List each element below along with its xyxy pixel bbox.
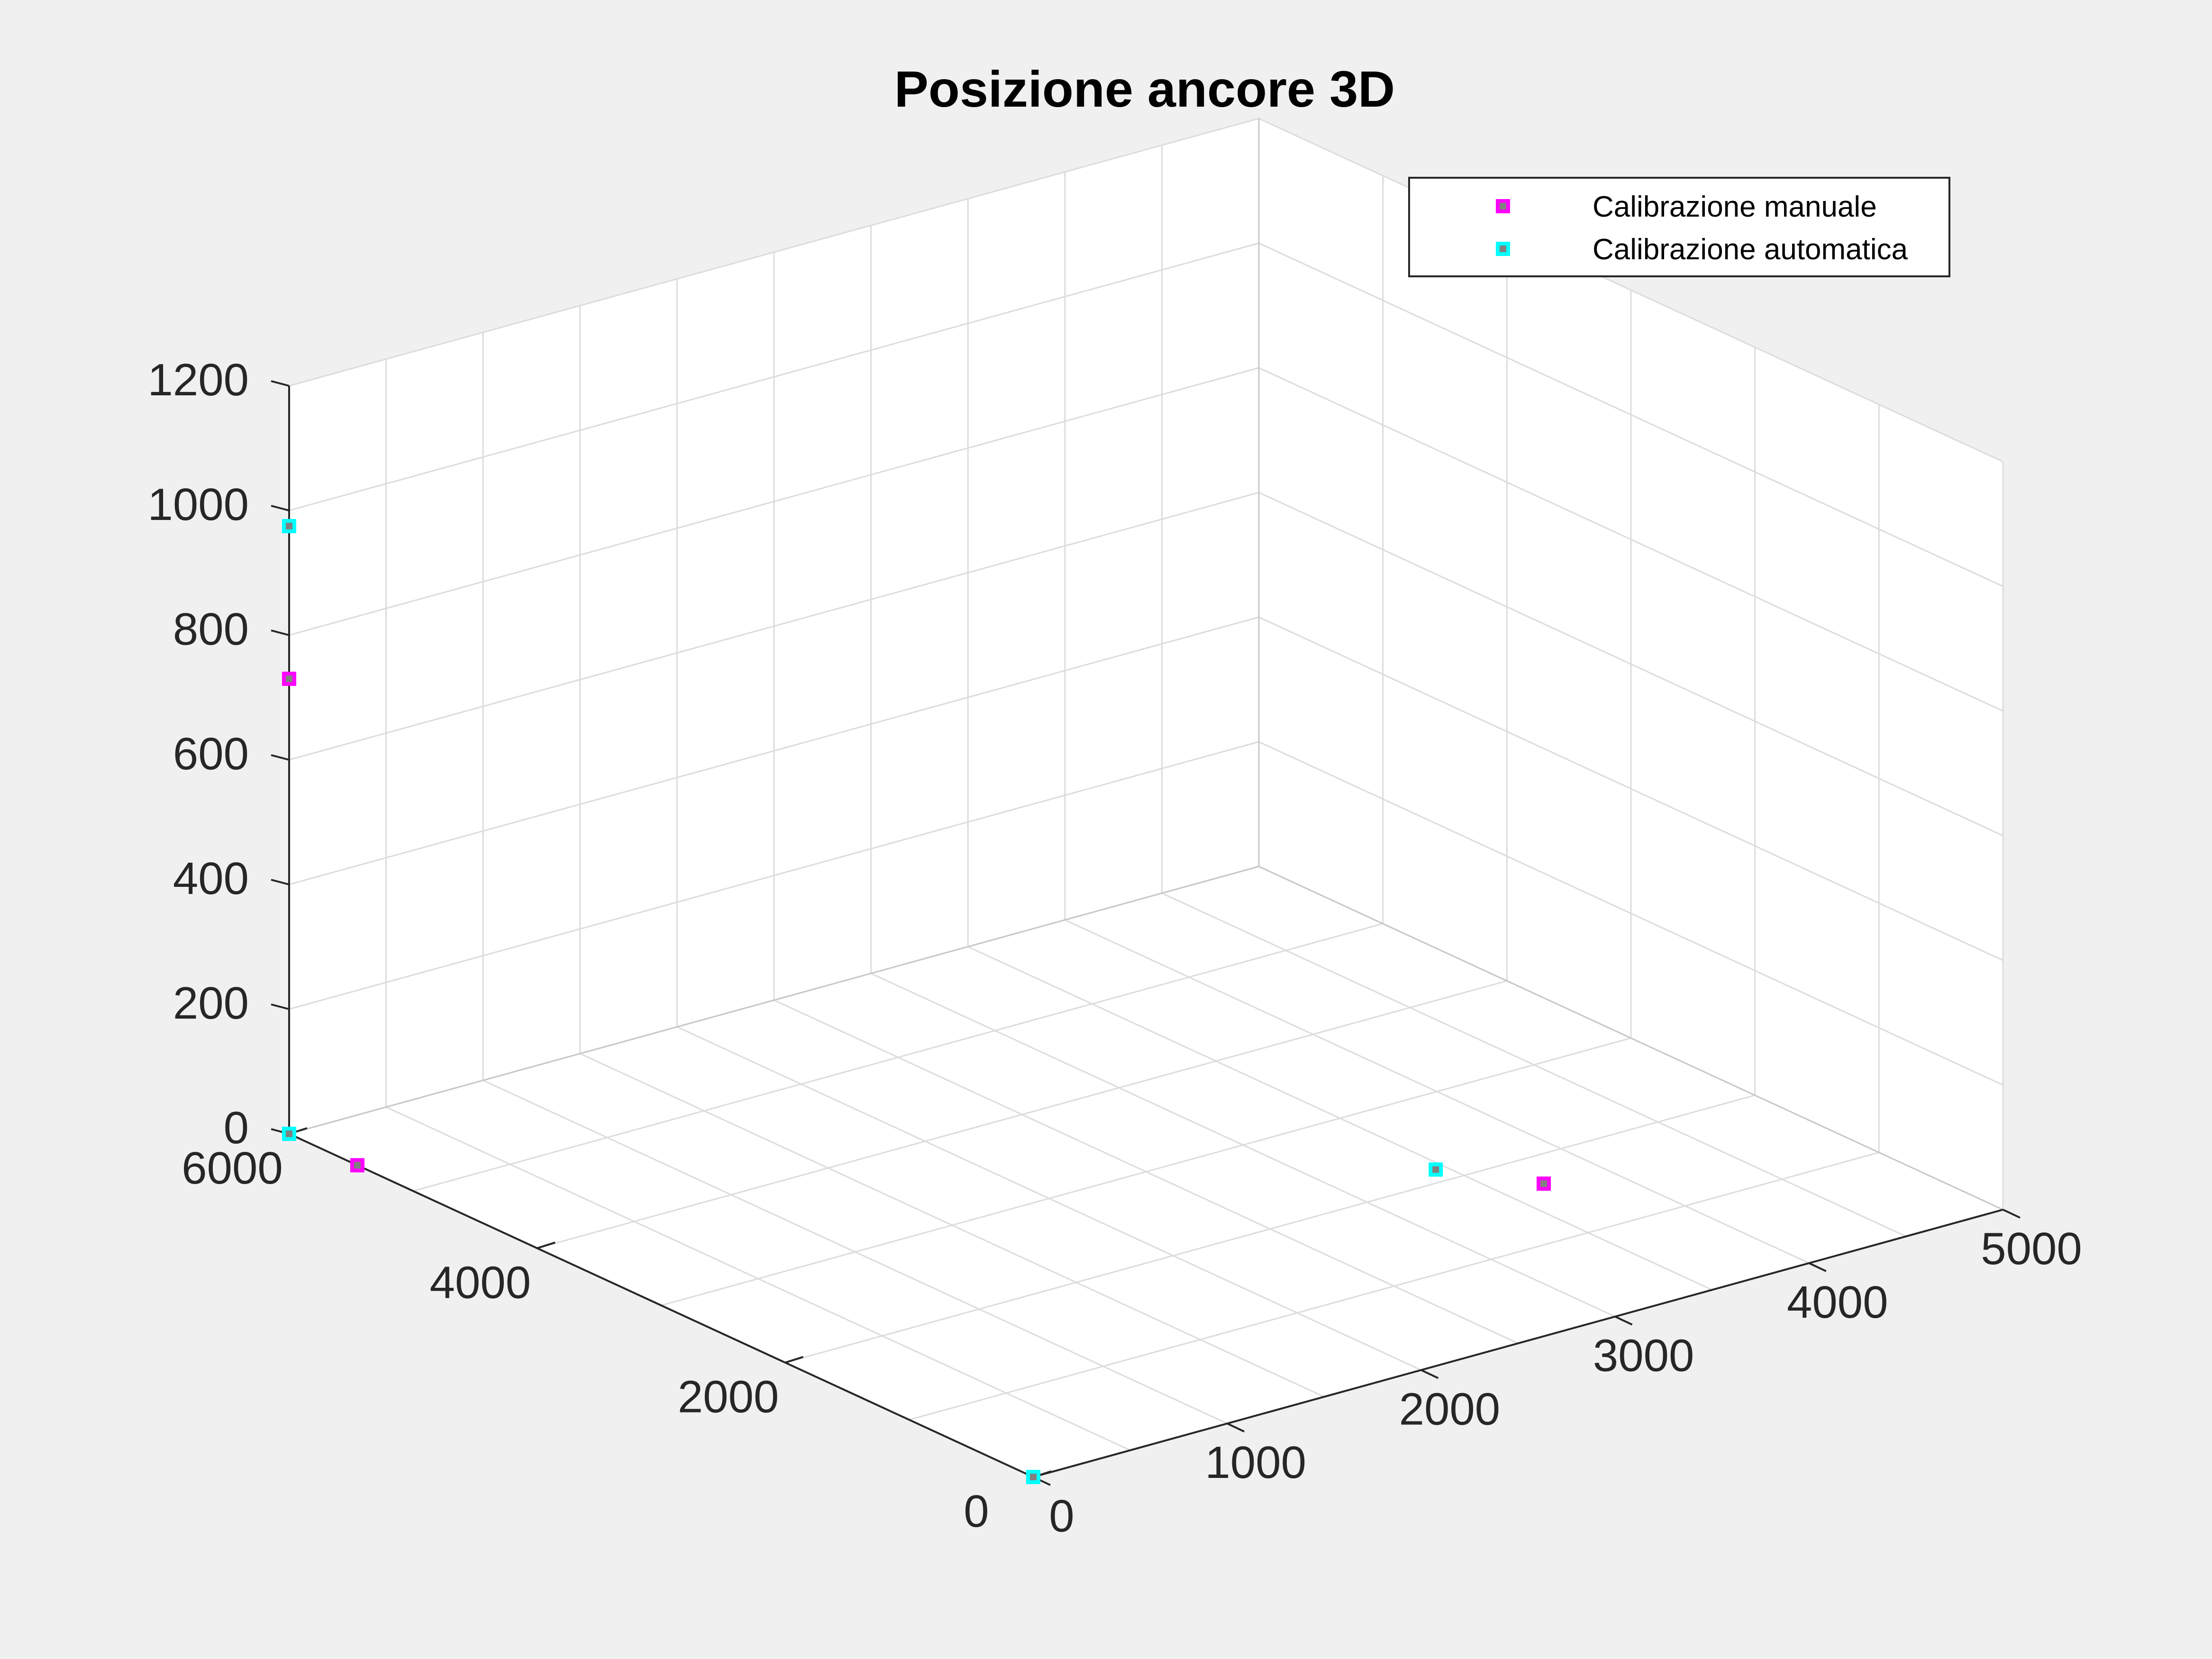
axes-box [289, 118, 2003, 1211]
y-tick-label: 6000 [182, 1143, 283, 1194]
grid-line [289, 492, 1259, 761]
z-tick-mark [271, 754, 290, 761]
x-tick-label: 5000 [1981, 1223, 2082, 1274]
z-tick-label: 600 [173, 729, 249, 779]
z-tick-mark [271, 380, 290, 387]
box-edge [289, 866, 1259, 1135]
grid-line [537, 980, 1507, 1249]
data-point-automatic [1026, 1470, 1040, 1484]
box-edge [1258, 866, 2003, 1211]
data-points [282, 519, 1551, 1484]
y-tick-label: 2000 [678, 1372, 779, 1422]
z-tick-label: 400 [173, 853, 249, 904]
grid-line [1258, 367, 2003, 712]
grid-line [289, 741, 1259, 1010]
z-tick-mark [271, 879, 290, 885]
x-tick-label: 4000 [1787, 1277, 1888, 1328]
tick-labels: 0100020003000400050000200040006000020040… [147, 355, 2082, 1541]
x-tick-mark [1614, 1315, 1633, 1326]
grid-line [1258, 616, 2003, 961]
data-point-manual [282, 672, 296, 686]
data-point-manual [350, 1158, 364, 1173]
x-tick-label: 1000 [1205, 1437, 1306, 1488]
y-tick-label: 0 [964, 1486, 989, 1537]
legend-marker [1496, 199, 1510, 213]
z-tick-mark [271, 629, 290, 636]
z-tick-mark [271, 1003, 290, 1010]
grid-line [289, 242, 1259, 511]
grid-line [1258, 242, 2003, 587]
grid-line [1258, 118, 2003, 463]
grid-line [289, 367, 1259, 636]
x-tick-label: 3000 [1593, 1331, 1694, 1381]
z-tick-label: 0 [224, 1103, 249, 1153]
z-tick-label: 1000 [147, 479, 249, 530]
data-point-automatic [282, 519, 296, 533]
grid-line [661, 1037, 1631, 1306]
data-point-automatic [282, 1127, 296, 1141]
z-tick-label: 800 [173, 604, 249, 655]
z-tick-label: 1200 [147, 355, 249, 405]
grid-line [1258, 492, 2003, 837]
grid-line [1258, 741, 2003, 1086]
z-tick-label: 200 [173, 978, 249, 1029]
x-tick-mark [2003, 1209, 2021, 1219]
x-axis [1033, 1209, 2003, 1478]
data-point-automatic [1429, 1162, 1443, 1177]
grid-line [909, 1151, 1879, 1421]
grid-line [785, 1094, 1756, 1364]
y-tick-label: 4000 [430, 1257, 531, 1308]
legend: Calibrazione manuale Calibrazione automat… [1408, 177, 1950, 277]
y-tick-mark [785, 1356, 804, 1364]
legend-box [1408, 177, 1950, 277]
legend-label: Calibrazione manuale [1593, 191, 1877, 223]
grid-line [413, 923, 1384, 1192]
x-tick-label: 2000 [1399, 1384, 1501, 1434]
legend-marker [1496, 242, 1510, 256]
x-tick-label: 0 [1049, 1491, 1074, 1541]
x-tick-mark [1227, 1422, 1245, 1433]
chart-title: Posizione ancore 3D [894, 60, 1395, 118]
grid-line [289, 118, 1259, 387]
x-tick-mark [1420, 1369, 1439, 1379]
data-point-manual [1537, 1176, 1551, 1191]
legend-label: Calibrazione automatica [1593, 233, 1908, 266]
grid-line [289, 616, 1259, 885]
y-axis [289, 1133, 1034, 1478]
z-tick-mark [271, 505, 290, 511]
x-tick-mark [1808, 1262, 1827, 1272]
y-tick-mark [537, 1241, 555, 1249]
